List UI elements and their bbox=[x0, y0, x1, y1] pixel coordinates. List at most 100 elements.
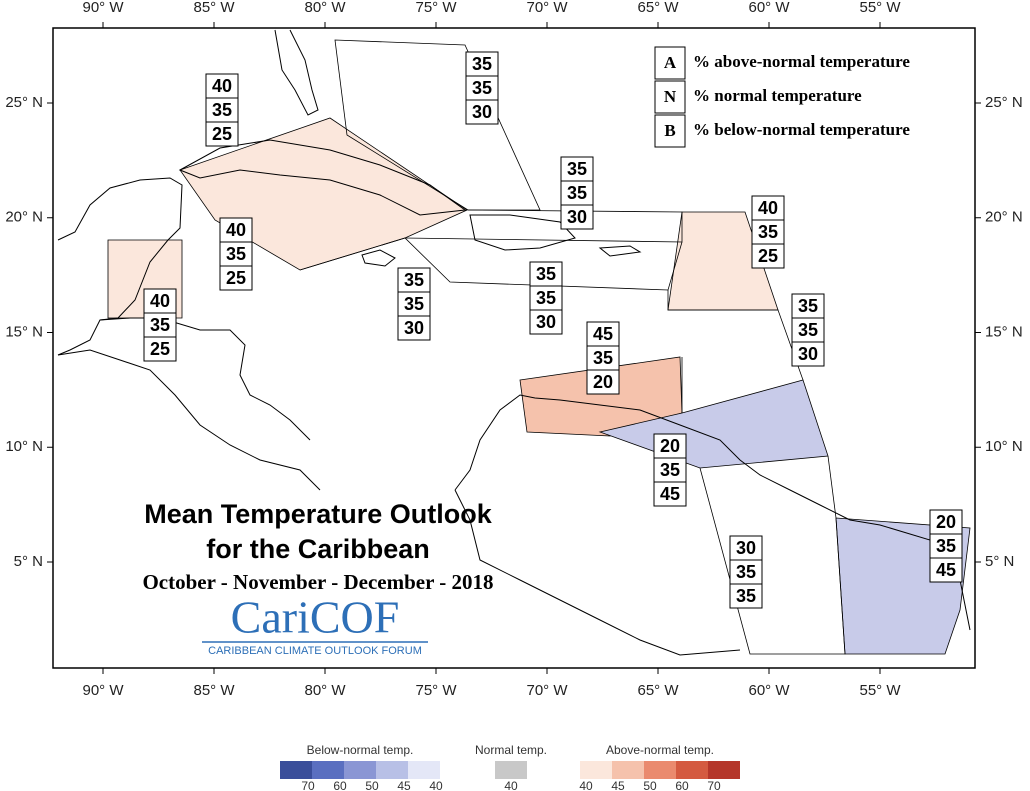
probability: 35 bbox=[404, 294, 424, 314]
probability: 35 bbox=[567, 183, 587, 203]
box-cell bbox=[143, 288, 177, 314]
box-cell bbox=[529, 285, 563, 311]
probability: 40 bbox=[226, 220, 246, 240]
probability: 35 bbox=[593, 348, 613, 368]
probability: 20 bbox=[660, 436, 680, 456]
probability: 25 bbox=[150, 339, 170, 359]
key-text: % above-normal temperature bbox=[693, 52, 910, 71]
bar-tick: 70 bbox=[301, 779, 315, 791]
box-cell bbox=[397, 267, 431, 293]
lon-label-top: 60° W bbox=[748, 0, 790, 16]
probability: 30 bbox=[567, 207, 587, 227]
box-cell bbox=[586, 345, 620, 371]
bar-swatch bbox=[676, 761, 708, 779]
lon-label-top: 70° W bbox=[526, 0, 568, 16]
probability: 45 bbox=[593, 324, 613, 344]
box-cell bbox=[653, 481, 687, 507]
lat-label-left: 5° N bbox=[14, 553, 43, 570]
logo-name: CariCOF bbox=[231, 592, 400, 643]
probability: 30 bbox=[404, 318, 424, 338]
bar-tick: 40 bbox=[504, 779, 518, 791]
box-cell bbox=[143, 336, 177, 362]
lon-label-top: 55° W bbox=[859, 0, 901, 16]
probability: 35 bbox=[736, 562, 756, 582]
probability: 30 bbox=[798, 344, 818, 364]
bar-tick: 70 bbox=[707, 779, 721, 791]
bar-title: Normal temp. bbox=[475, 743, 547, 757]
bar-swatch bbox=[644, 761, 676, 779]
bar-swatch bbox=[580, 761, 612, 779]
box-cell bbox=[529, 309, 563, 335]
lon-label-bottom: 55° W bbox=[859, 682, 901, 699]
box-cell bbox=[560, 204, 594, 230]
period: October - November - December - 2018 bbox=[142, 570, 493, 594]
lat-label-right: 5° N bbox=[985, 553, 1014, 570]
probability: 30 bbox=[472, 102, 492, 122]
probability: 35 bbox=[536, 264, 556, 284]
box-cell bbox=[465, 51, 499, 77]
key-letter: A bbox=[664, 53, 677, 72]
probability: 45 bbox=[660, 484, 680, 504]
probability: 35 bbox=[736, 586, 756, 606]
probability: 35 bbox=[660, 460, 680, 480]
lon-label-bottom: 60° W bbox=[748, 682, 790, 699]
lon-label-top: 75° W bbox=[415, 0, 457, 16]
bar-tick: 40 bbox=[579, 779, 593, 791]
probability: 35 bbox=[212, 100, 232, 120]
probability: 40 bbox=[150, 291, 170, 311]
probability: 20 bbox=[936, 512, 956, 532]
box-cell bbox=[219, 265, 253, 291]
lat-label-right: 15° N bbox=[985, 323, 1023, 340]
lon-label-bottom: 75° W bbox=[415, 682, 457, 699]
key-text: % normal temperature bbox=[693, 86, 862, 105]
lon-label-bottom: 65° W bbox=[637, 682, 679, 699]
probability: 35 bbox=[472, 54, 492, 74]
probability: 35 bbox=[472, 78, 492, 98]
bar-swatch bbox=[495, 761, 527, 779]
lat-label-left: 10° N bbox=[5, 438, 43, 455]
bar-tick: 45 bbox=[611, 779, 625, 791]
bar-tick: 50 bbox=[365, 779, 379, 791]
lat-label-left: 15° N bbox=[5, 323, 43, 340]
bar-title: Below-normal temp. bbox=[307, 743, 414, 757]
probability: 35 bbox=[150, 315, 170, 335]
probability: 35 bbox=[798, 296, 818, 316]
bar-swatch bbox=[612, 761, 644, 779]
title-line-1: Mean Temperature Outlook bbox=[144, 499, 493, 529]
title-line-2: for the Caribbean bbox=[206, 534, 430, 564]
box-cell bbox=[205, 73, 239, 99]
lat-label-left: 25° N bbox=[5, 94, 43, 111]
box-cell bbox=[465, 99, 499, 125]
probability: 25 bbox=[212, 124, 232, 144]
lon-label-bottom: 80° W bbox=[304, 682, 346, 699]
bar-swatch bbox=[708, 761, 740, 779]
box-cell bbox=[751, 195, 785, 221]
key: A % above-normal temperature N % normal tem… bbox=[654, 46, 910, 148]
bar-tick: 50 bbox=[643, 779, 657, 791]
probability: 30 bbox=[736, 538, 756, 558]
box-cell bbox=[751, 243, 785, 269]
lat-label-left: 20° N bbox=[5, 209, 43, 226]
probability: 40 bbox=[758, 198, 778, 218]
probability: 35 bbox=[567, 159, 587, 179]
box-cell bbox=[586, 321, 620, 347]
bar-swatch bbox=[376, 761, 408, 779]
lat-label-right: 25° N bbox=[985, 94, 1023, 111]
probability: 35 bbox=[936, 536, 956, 556]
lon-label-bottom: 90° W bbox=[82, 682, 124, 699]
bar-tick: 40 bbox=[429, 779, 443, 791]
box-cell bbox=[929, 533, 963, 559]
legend-bar: Below-normal temp. 70 60 50 45 40 Normal temp.… bbox=[280, 743, 740, 791]
probability: 20 bbox=[593, 372, 613, 392]
key-letter: B bbox=[664, 121, 675, 140]
probability: 35 bbox=[404, 270, 424, 290]
probability: 40 bbox=[212, 76, 232, 96]
lon-label-top: 85° W bbox=[193, 0, 235, 16]
lon-label-top: 80° W bbox=[304, 0, 346, 16]
lat-label-right: 20° N bbox=[985, 209, 1023, 226]
box-cell bbox=[465, 75, 499, 101]
bar-title: Above-normal temp. bbox=[606, 743, 714, 757]
bar-swatch bbox=[408, 761, 440, 779]
box-cell bbox=[791, 341, 825, 367]
bar-tick: 60 bbox=[675, 779, 689, 791]
